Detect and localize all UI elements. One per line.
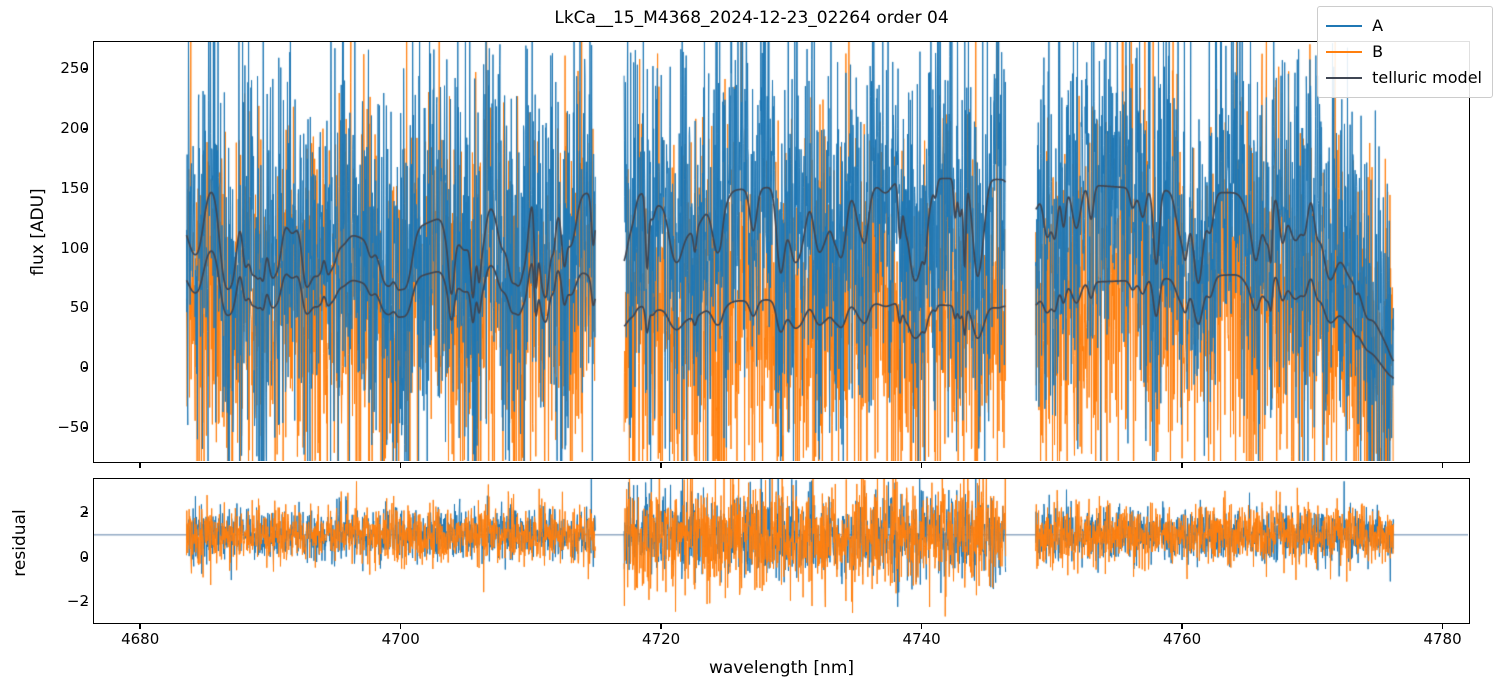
flux-ytick-label: 100 xyxy=(60,238,89,257)
wavelength-xtick-mark xyxy=(1181,624,1183,629)
residual-axis-label: residual xyxy=(10,509,30,577)
line-swatch-orange-icon xyxy=(1326,51,1363,53)
residual-ytick-mark xyxy=(83,512,88,514)
legend-label-telluric: telluric model xyxy=(1372,68,1482,87)
residual-plot-area xyxy=(93,478,1470,624)
residual-ytick-mark xyxy=(83,601,88,604)
flux-ytick-label: 200 xyxy=(60,118,89,137)
residual-ytick-mark xyxy=(83,557,88,559)
flux-ytick-label: 50 xyxy=(69,298,89,317)
legend-entry-b: B xyxy=(1326,39,1482,65)
flux-xtick-mark xyxy=(920,463,923,468)
flux-ytick-mark xyxy=(83,307,88,310)
line-swatch-gray-icon xyxy=(1326,77,1363,79)
flux-ytick-mark xyxy=(83,247,88,250)
wavelength-xtick-label: 4740 xyxy=(902,630,941,648)
wavelength-xtick-mark xyxy=(1441,624,1444,629)
legend-entry-telluric: telluric model xyxy=(1326,65,1482,91)
residual-ytick-label: 0 xyxy=(79,547,89,566)
flux-xtick-mark xyxy=(660,463,662,468)
flux-xtick-mark xyxy=(1441,463,1444,468)
flux-plot-area xyxy=(93,41,1470,463)
flux-spectrum-canvas xyxy=(94,42,1468,461)
flux-ytick-label: −50 xyxy=(57,418,89,437)
flux-ytick-mark xyxy=(83,127,88,130)
wavelength-xtick-label: 4780 xyxy=(1423,630,1462,648)
residual-ytick-label: −2 xyxy=(66,592,89,611)
residual-canvas xyxy=(94,479,1468,622)
flux-ytick-mark xyxy=(83,367,88,370)
legend-entry-a: A xyxy=(1326,13,1482,39)
residual-ytick-label: 2 xyxy=(79,503,89,522)
flux-ytick-label: 250 xyxy=(60,58,89,77)
wavelength-xtick-mark xyxy=(139,624,141,629)
wavelength-xtick-mark xyxy=(660,624,662,629)
wavelength-xtick-label: 4680 xyxy=(121,630,160,648)
page-title: LkCa__15_M4368_2024-12-23_02264 order 04 xyxy=(554,8,949,28)
legend-label-b: B xyxy=(1372,42,1384,61)
flux-xtick-mark xyxy=(399,463,402,468)
wavelength-xtick-label: 4720 xyxy=(642,630,681,648)
line-swatch-blue-icon xyxy=(1326,25,1363,27)
legend-label-a: A xyxy=(1372,16,1384,35)
flux-ytick-mark xyxy=(83,187,88,190)
wavelength-xtick-mark xyxy=(920,624,923,629)
wavelength-xtick-label: 4760 xyxy=(1162,630,1202,648)
wavelength-xtick-mark xyxy=(399,624,402,629)
flux-ytick-mark xyxy=(83,68,88,70)
flux-ytick-label: 0 xyxy=(79,358,89,377)
plot-legend: A B telluric model xyxy=(1317,6,1493,98)
flux-xtick-mark xyxy=(1181,463,1183,468)
flux-axis-label: flux [ADU] xyxy=(28,188,48,276)
wavelength-axis-label: wavelength [nm] xyxy=(708,658,855,678)
flux-xtick-mark xyxy=(139,463,141,468)
wavelength-xtick-label: 4700 xyxy=(381,630,420,648)
flux-ytick-label: 150 xyxy=(60,178,89,197)
flux-ytick-mark xyxy=(83,427,88,429)
